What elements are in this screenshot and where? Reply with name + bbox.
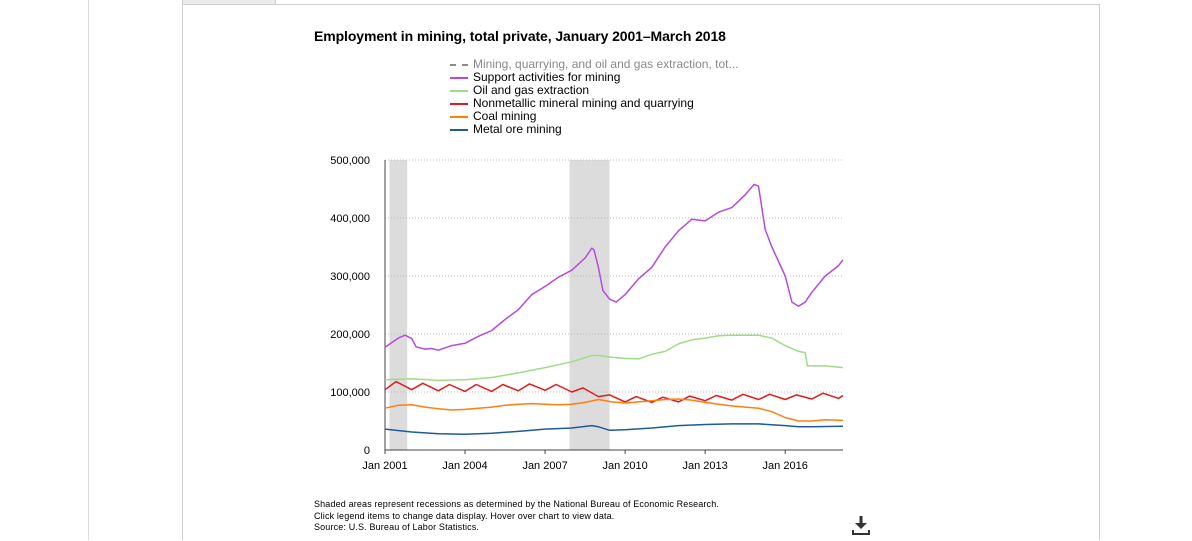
legend-label: Mining, quarrying, and oil and gas extra… xyxy=(473,57,739,71)
series-line-coal-mining[interactable] xyxy=(384,398,844,422)
legend-item[interactable]: Metal ore mining xyxy=(450,123,738,136)
download-button[interactable] xyxy=(850,514,872,536)
page-divider xyxy=(88,0,89,540)
legend-swatch xyxy=(450,89,468,92)
x-tick-label: Jan 2004 xyxy=(442,460,487,472)
legend-item[interactable]: Coal mining xyxy=(450,110,738,123)
legend-label: Coal mining xyxy=(473,109,537,123)
x-tick-label: Jan 2016 xyxy=(763,460,808,472)
footer-recession-note: Shaded areas represent recessions as det… xyxy=(314,499,720,509)
chart-footer: Shaded areas represent recessions as det… xyxy=(314,499,719,534)
x-tick-label: Jan 2007 xyxy=(522,460,567,472)
legend-swatch xyxy=(450,128,468,131)
chart-title: Employment in mining, total private, Jan… xyxy=(314,28,726,44)
series-line-support-activities-for-mining[interactable] xyxy=(384,183,844,351)
chart-legend: Mining, quarrying, and oil and gas extra… xyxy=(450,58,738,136)
legend-item[interactable]: Oil and gas extraction xyxy=(450,84,738,97)
footer-instructions: Click legend items to change data displa… xyxy=(314,510,615,521)
legend-label: Support activities for mining xyxy=(473,70,621,84)
y-tick-label: 0 xyxy=(364,445,370,457)
legend-label: Metal ore mining xyxy=(473,122,562,136)
legend-item[interactable]: Mining, quarrying, and oil and gas extra… xyxy=(450,58,738,71)
legend-swatch xyxy=(450,115,468,118)
legend-label: Nonmetallic mineral mining and quarrying xyxy=(473,96,694,110)
y-tick-label: 200,000 xyxy=(330,329,370,341)
x-tick-label: Jan 2001 xyxy=(362,460,407,472)
y-tick-label: 500,000 xyxy=(330,155,370,167)
legend-swatch xyxy=(450,63,468,66)
recession-band-1 xyxy=(389,160,408,450)
series-line-oil-and-gas-extraction[interactable] xyxy=(384,334,844,382)
chart-panel xyxy=(182,4,1100,540)
series-line-nonmetallic-mineral-mining-and-quarrying[interactable] xyxy=(384,380,844,404)
legend-label: Oil and gas extraction xyxy=(473,83,590,97)
legend-item[interactable]: Support activities for mining xyxy=(450,71,738,84)
legend-item[interactable]: Nonmetallic mineral mining and quarrying xyxy=(450,97,738,110)
x-tick-label: Jan 2013 xyxy=(683,460,728,472)
legend-swatch xyxy=(450,76,468,79)
legend-swatch xyxy=(450,102,468,105)
y-tick-label: 100,000 xyxy=(330,387,370,399)
y-tick-label: 400,000 xyxy=(330,213,370,225)
recession-band-2 xyxy=(569,160,610,450)
footer-source: Source: U.S. Bureau of Labor Statistics. xyxy=(314,522,480,532)
y-tick-label: 300,000 xyxy=(330,271,370,283)
x-tick-label: Jan 2010 xyxy=(602,460,647,472)
panel-tab[interactable] xyxy=(182,0,276,5)
download-icon xyxy=(852,516,870,535)
series-line-metal-ore-mining[interactable] xyxy=(384,423,844,436)
